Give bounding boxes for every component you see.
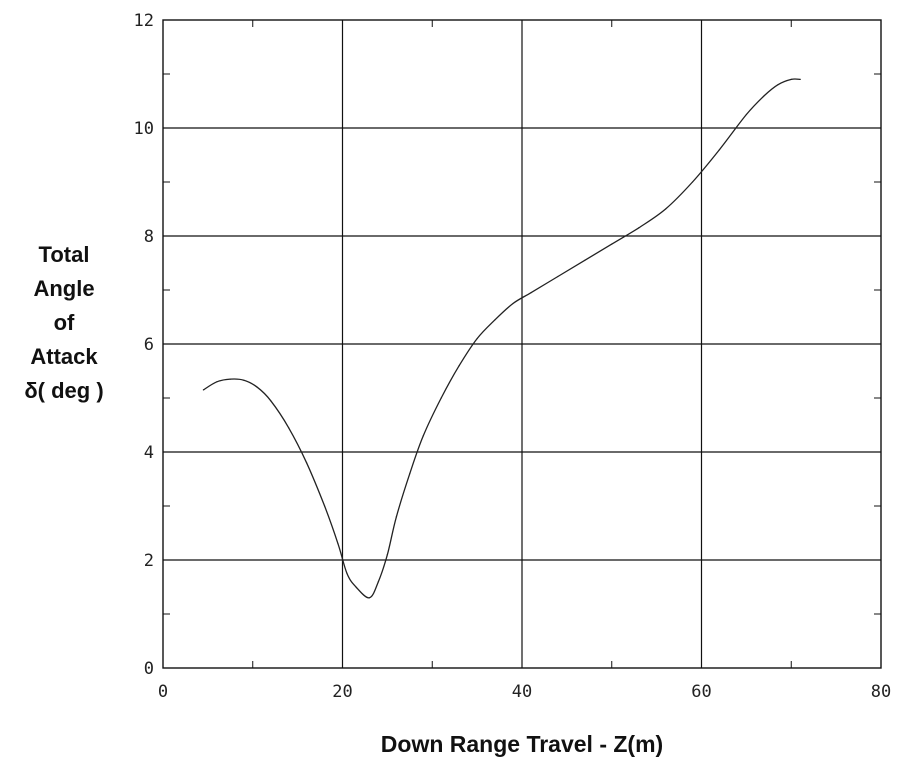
data-point (745, 113, 747, 116)
y-tick-label: 8 (144, 227, 154, 247)
y-tick-label: 0 (144, 659, 154, 679)
data-point (638, 227, 640, 229)
plot-frame (162, 19, 882, 669)
data-point (691, 181, 694, 183)
data-point (665, 208, 667, 210)
y-axis-title-line: Attack (30, 344, 98, 369)
data-point (530, 292, 532, 294)
y-axis-title-line: Total (39, 242, 90, 267)
data-point (216, 381, 218, 383)
data-point (512, 302, 514, 305)
data-point (611, 243, 613, 245)
y-tick-label: 12 (134, 11, 154, 31)
data-point (799, 78, 801, 80)
data-point (355, 586, 357, 588)
x-tick-label: 0 (158, 682, 168, 702)
y-tick-label: 4 (144, 443, 154, 463)
data-point (368, 597, 371, 599)
series-line (203, 78, 801, 599)
data-point (337, 543, 339, 545)
data-point (763, 95, 765, 97)
minor-ticks (163, 20, 881, 668)
data-point (458, 365, 460, 367)
data-point (777, 84, 779, 86)
data-point (288, 427, 290, 429)
data-point (494, 319, 496, 321)
y-axis-title-line: δ( deg ) (24, 378, 103, 403)
data-point (256, 386, 258, 388)
y-tick-label: 6 (144, 335, 154, 355)
y-tick-labels: 0 2 4 6 8 10 12 (134, 11, 154, 679)
grid (163, 20, 881, 668)
data-point (306, 462, 308, 464)
data-point (346, 572, 348, 575)
y-axis-title-line: Angle (33, 276, 94, 301)
data-point (202, 389, 204, 391)
x-tick-label: 60 (691, 682, 711, 702)
x-axis-title: Down Range Travel - Z(m) (381, 731, 663, 757)
data-point (440, 397, 442, 399)
data-point (323, 505, 326, 507)
x-tick-label: 40 (512, 682, 532, 702)
data-points (202, 78, 801, 599)
data-point (243, 379, 245, 381)
x-tick-labels: 0 20 40 60 80 (158, 682, 891, 702)
x-tick-label: 80 (871, 682, 891, 702)
y-tick-label: 10 (134, 119, 154, 139)
data-point (476, 338, 478, 340)
data-point (270, 400, 272, 402)
data-point (718, 149, 721, 151)
data-point (422, 435, 424, 437)
data-point (584, 259, 586, 261)
data-point (557, 275, 559, 278)
y-axis-title: Total Angle of Attack δ( deg ) (24, 242, 103, 403)
data-point (377, 581, 379, 583)
data-point (229, 378, 231, 380)
data-point (386, 554, 388, 556)
y-axis-title-line: of (54, 310, 75, 335)
y-tick-label: 2 (144, 551, 154, 571)
data-point (395, 516, 397, 518)
x-tick-label: 20 (332, 682, 352, 702)
data-point (409, 473, 411, 475)
data-point (790, 78, 792, 80)
